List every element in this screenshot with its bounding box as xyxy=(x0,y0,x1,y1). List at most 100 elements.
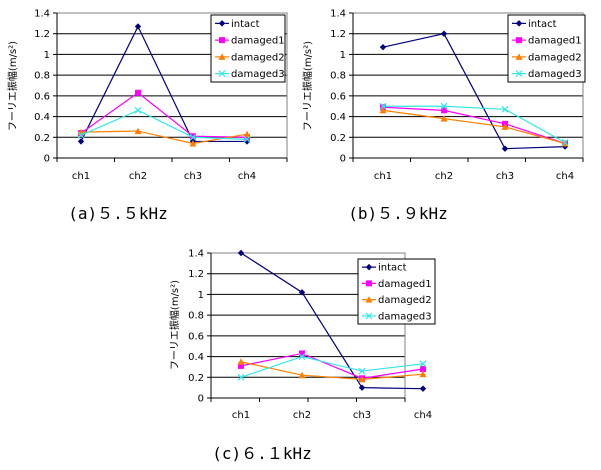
legend-item: damaged1 xyxy=(362,279,432,290)
data-point xyxy=(189,140,197,147)
series-damaged2 xyxy=(237,358,427,383)
legend-label: damaged1 xyxy=(528,36,582,47)
legend-label: intact xyxy=(528,19,557,30)
y-tick-label: 1 xyxy=(340,50,346,61)
legend-item: intact xyxy=(215,19,260,30)
y-tick-label: 0.4 xyxy=(188,352,204,363)
y-tick-label: 0.6 xyxy=(330,91,346,102)
y-tick-label: 0.2 xyxy=(34,133,50,144)
legend-item: damaged1 xyxy=(215,36,285,47)
legend-item: damaged2 xyxy=(215,52,285,63)
x-tick-label: ch4 xyxy=(238,171,256,182)
data-point xyxy=(379,102,387,110)
y-tick-label: 0.2 xyxy=(330,133,346,144)
x-tick-label: ch3 xyxy=(353,410,371,421)
data-point xyxy=(440,115,448,122)
legend-item: intact xyxy=(512,19,557,30)
y-tick-label: 1.2 xyxy=(330,29,346,40)
data-point xyxy=(243,135,251,143)
data-point xyxy=(365,263,373,271)
series-damaged2 xyxy=(379,106,569,147)
series-damaged1 xyxy=(78,89,250,141)
legend: intact damaged1 damaged2 damaged3 xyxy=(210,14,286,83)
series-line xyxy=(383,105,566,143)
legend-label: damaged2 xyxy=(231,52,285,63)
legend-label: damaged3 xyxy=(528,69,582,80)
data-point xyxy=(134,127,142,135)
data-point xyxy=(243,130,251,138)
series-line xyxy=(80,109,248,140)
data-point xyxy=(134,106,142,114)
data-point xyxy=(561,139,569,146)
x-tick-label: ch1 xyxy=(72,171,90,182)
legend-item: damaged1 xyxy=(512,36,582,47)
figure-caption: (a)５.５kHz xyxy=(68,204,167,223)
data-point xyxy=(516,37,522,44)
series-line xyxy=(382,109,566,145)
x-tick-label: ch1 xyxy=(374,171,392,182)
x-tick-label: ch3 xyxy=(184,171,202,182)
y-tick-label: 0.4 xyxy=(330,112,346,123)
series-damaged1 xyxy=(380,104,568,147)
data-point xyxy=(237,249,245,257)
y-tick-label: 1 xyxy=(198,290,204,301)
legend-box xyxy=(357,258,436,325)
y-tick-label: 0 xyxy=(340,154,346,165)
data-point xyxy=(298,353,306,360)
y-tick-label: 0.6 xyxy=(34,91,50,102)
y-tick-label: 0.8 xyxy=(330,71,346,82)
series-damaged3 xyxy=(379,102,569,146)
data-point xyxy=(515,53,523,60)
legend-item: damaged2 xyxy=(362,295,432,306)
y-tick-label: 0 xyxy=(198,394,204,405)
data-point xyxy=(190,133,196,140)
legend-label: damaged3 xyxy=(378,311,432,322)
legend-item: intact xyxy=(362,263,407,274)
y-tick-label: 1.4 xyxy=(330,9,346,20)
data-point xyxy=(218,53,226,60)
data-point xyxy=(189,133,197,141)
series-intact xyxy=(379,30,569,152)
figure-caption: (c)６.１kHz xyxy=(212,444,311,463)
data-point xyxy=(219,37,225,44)
legend-label: intact xyxy=(231,19,260,30)
legend: intact damaged1 damaged2 damaged3 xyxy=(357,258,436,325)
data-point xyxy=(135,89,141,96)
series-line xyxy=(382,106,566,145)
y-tick-label: 0.6 xyxy=(188,331,204,342)
legend-item: damaged2 xyxy=(512,52,582,63)
x-tick-label: ch3 xyxy=(496,171,514,182)
data-point xyxy=(244,134,250,141)
data-point xyxy=(77,138,85,145)
legend-box xyxy=(507,14,586,83)
legend-label: damaged2 xyxy=(528,52,582,63)
legend-box xyxy=(210,14,286,83)
data-point xyxy=(358,375,366,383)
data-point xyxy=(419,360,427,368)
data-point xyxy=(365,312,373,320)
legend-item: damaged3 xyxy=(512,69,582,80)
x-tick-label: ch4 xyxy=(556,171,574,182)
x-tick-label: ch2 xyxy=(129,171,147,182)
data-point xyxy=(515,70,523,78)
data-point xyxy=(501,145,509,152)
y-tick-label: 1.4 xyxy=(34,9,50,20)
y-tick-label: 0.8 xyxy=(34,71,50,82)
data-point xyxy=(358,367,366,375)
figure-caption: (b)５.９kHz xyxy=(348,204,447,223)
x-tick-label: ch2 xyxy=(293,410,311,421)
legend-label: damaged2 xyxy=(378,295,432,306)
y-axis-label: フーリエ振幅(m/s²) xyxy=(301,41,314,131)
data-point xyxy=(218,70,226,78)
data-point xyxy=(218,20,226,27)
data-point xyxy=(440,102,448,110)
data-point xyxy=(501,105,509,113)
data-point xyxy=(298,289,306,296)
data-point xyxy=(366,280,372,287)
series-line xyxy=(240,252,424,390)
series-line xyxy=(382,33,566,150)
series-line xyxy=(240,352,424,379)
data-point xyxy=(379,43,387,51)
x-tick-label: ch4 xyxy=(414,410,432,421)
